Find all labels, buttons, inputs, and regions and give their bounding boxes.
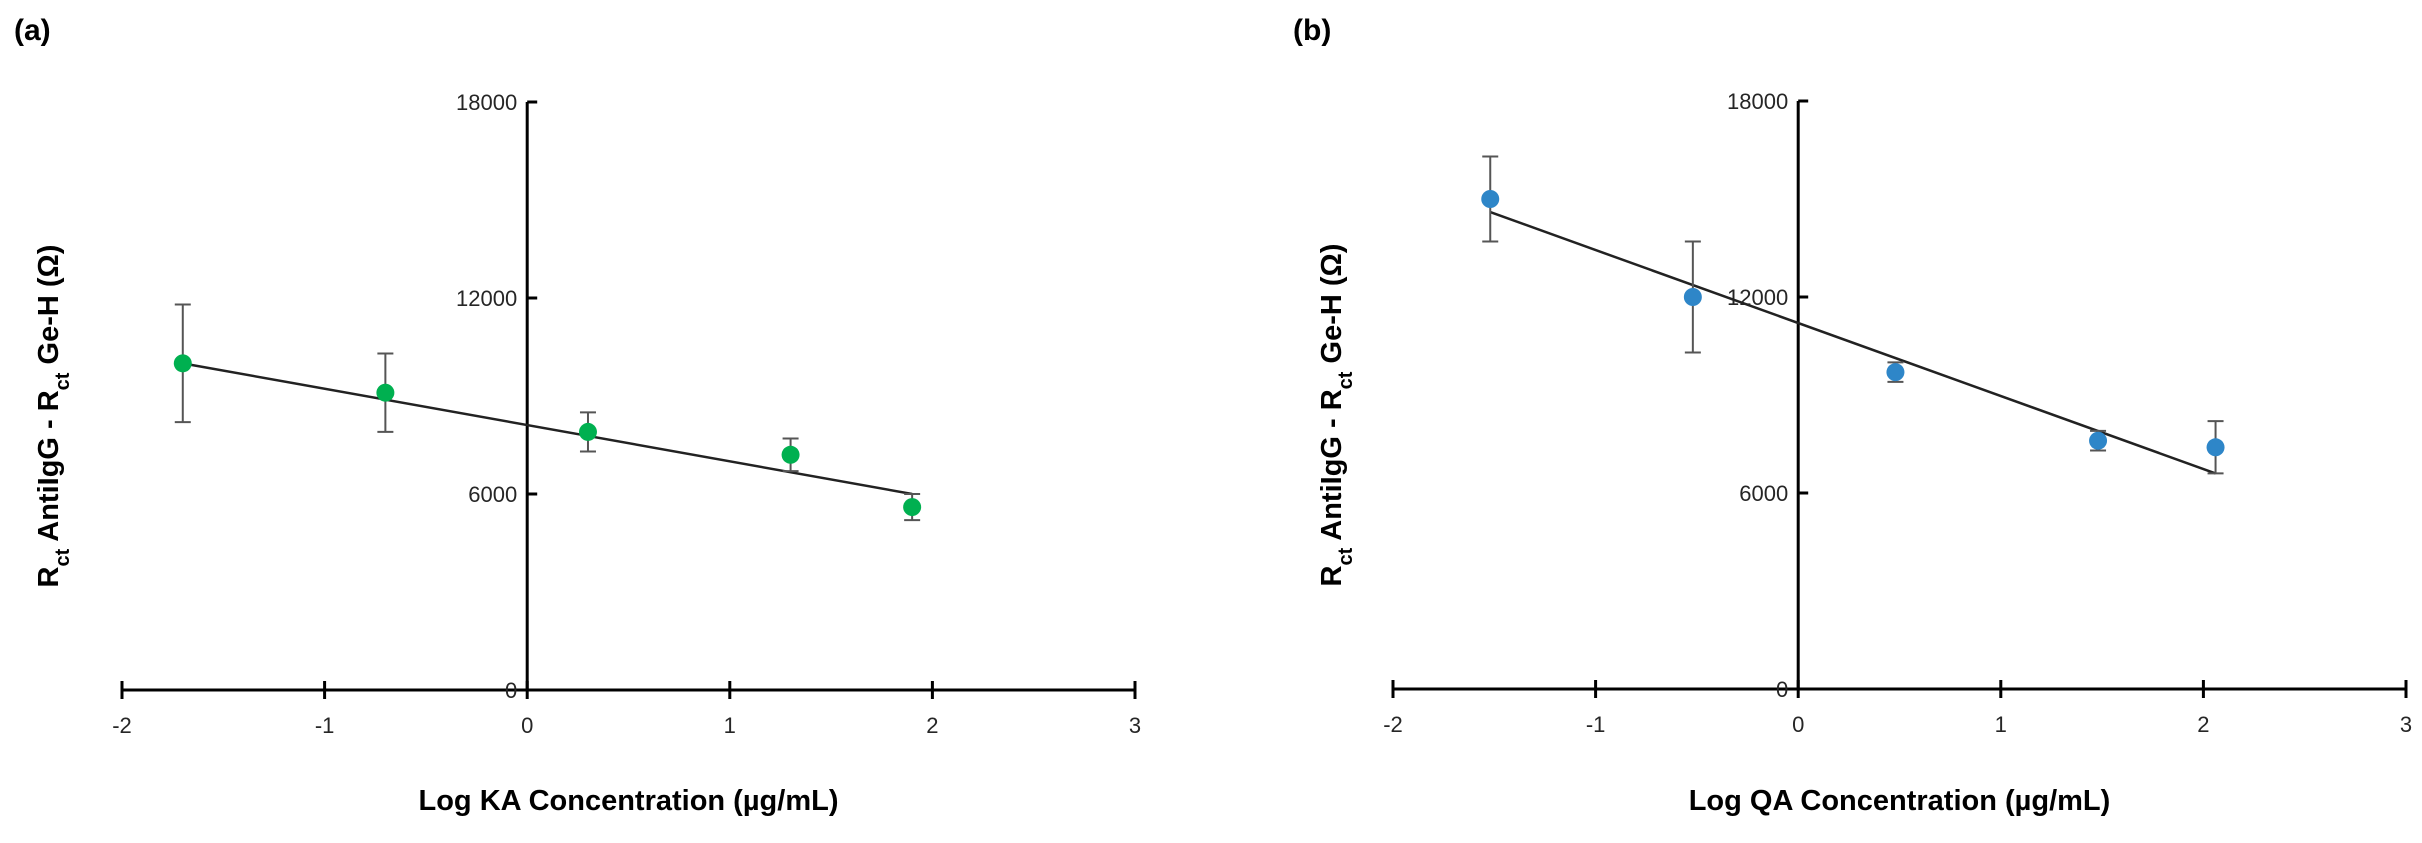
chart-b-y-axis-title-part: R — [1316, 565, 1348, 586]
chart-b-x-tick-label: 3 — [2400, 712, 2412, 737]
chart-b-data-point — [2206, 438, 2225, 457]
chart-a-y-axis-title-part: ct — [52, 548, 74, 566]
chart-a-y-axis-title-part: R — [33, 566, 65, 587]
chart-a-svg: -2 -1 0 1 2 3 0 6000 12000 18000 Log KA Concentrat… — [33, 90, 1141, 817]
chart-panel-b: -2 -1 0 1 2 3 0 6000 12000 18000 Log QA Concentrat… — [1211, 0, 2422, 843]
chart-a-data-point — [376, 383, 395, 402]
chart-a-y-tick-label: 0 — [505, 678, 517, 703]
chart-b-data-point — [2089, 431, 2108, 450]
chart-b-x-tick-label: 2 — [2197, 712, 2209, 737]
chart-a-y-axis-title: Rct AntiIgG - Rct Ge-H (Ω) — [33, 245, 74, 588]
chart-b-x-tick-label: 0 — [1792, 712, 1804, 737]
chart-b-y-axis-title-part: Ge-H (Ω) — [1316, 244, 1348, 372]
chart-b-y-tick-label: 6000 — [1739, 481, 1788, 506]
chart-a-x-tick-label: -1 — [315, 713, 335, 738]
chart-b-trendline — [1489, 210, 2216, 475]
chart-a-y-tick-label: 18000 — [456, 90, 517, 115]
chart-b-y-tick-label: 18000 — [1727, 89, 1788, 114]
chart-a-trendline — [182, 362, 913, 496]
chart-a-x-tick-label: 1 — [724, 713, 736, 738]
panel-label-b: (b) — [1293, 14, 1332, 47]
chart-b-y-axis-title-part: ct — [1335, 371, 1357, 389]
chart-a-data-point — [578, 422, 597, 441]
chart-b-x-axis-title: Log QA Concentration (µg/mL) — [1689, 785, 2111, 817]
chart-a-x-axis-title: Log KA Concentration (µg/mL) — [419, 785, 839, 817]
chart-a-y-tick-label: 6000 — [468, 482, 517, 507]
chart-b-data-point — [1481, 190, 1500, 208]
chart-a-x-tick-label: -2 — [112, 713, 132, 738]
chart-b-x-tick-label: -2 — [1383, 712, 1403, 737]
chart-b-svg: -2 -1 0 1 2 3 0 6000 12000 18000 Log QA Concentrat… — [1316, 89, 2412, 817]
chart-b-x-tick-label: -1 — [1586, 712, 1606, 737]
chart-a-data-point — [903, 498, 922, 517]
chart-a-y-axis-title-part: Ge-H (Ω) — [33, 245, 65, 373]
chart-a-y-tick-label: 12000 — [456, 286, 517, 311]
chart-a-data-point — [781, 445, 800, 464]
chart-panel-a: -2 -1 0 1 2 3 0 6000 12000 18000 Log KA Concentrat… — [14, 14, 1141, 817]
chart-a-x-tick-label: 0 — [521, 713, 533, 738]
chart-a-y-axis-title-part: AntiIgG - R — [33, 390, 65, 548]
chart-a-y-axis-title-part: ct — [52, 372, 74, 390]
panel-label-a: (a) — [14, 14, 51, 47]
chart-b-data-point — [1683, 288, 1702, 306]
chart-b-y-tick-label: 0 — [1776, 677, 1788, 702]
chart-a-data-point — [173, 354, 192, 373]
chart-b-x-tick-label: 1 — [1995, 712, 2007, 737]
chart-b-y-tick-label: 12000 — [1727, 285, 1788, 310]
chart-a-x-tick-label: 2 — [926, 713, 938, 738]
chart-b-y-axis-title: Rct AntiIgG - Rct Ge-H (Ω) — [1316, 244, 1357, 587]
chart-b-data-point — [1886, 363, 1905, 382]
chart-a-x-tick-label: 3 — [1129, 713, 1141, 738]
chart-b-y-axis-title-part: AntiIgG - R — [1316, 389, 1348, 547]
chart-b-y-axis-title-part: ct — [1335, 547, 1357, 565]
